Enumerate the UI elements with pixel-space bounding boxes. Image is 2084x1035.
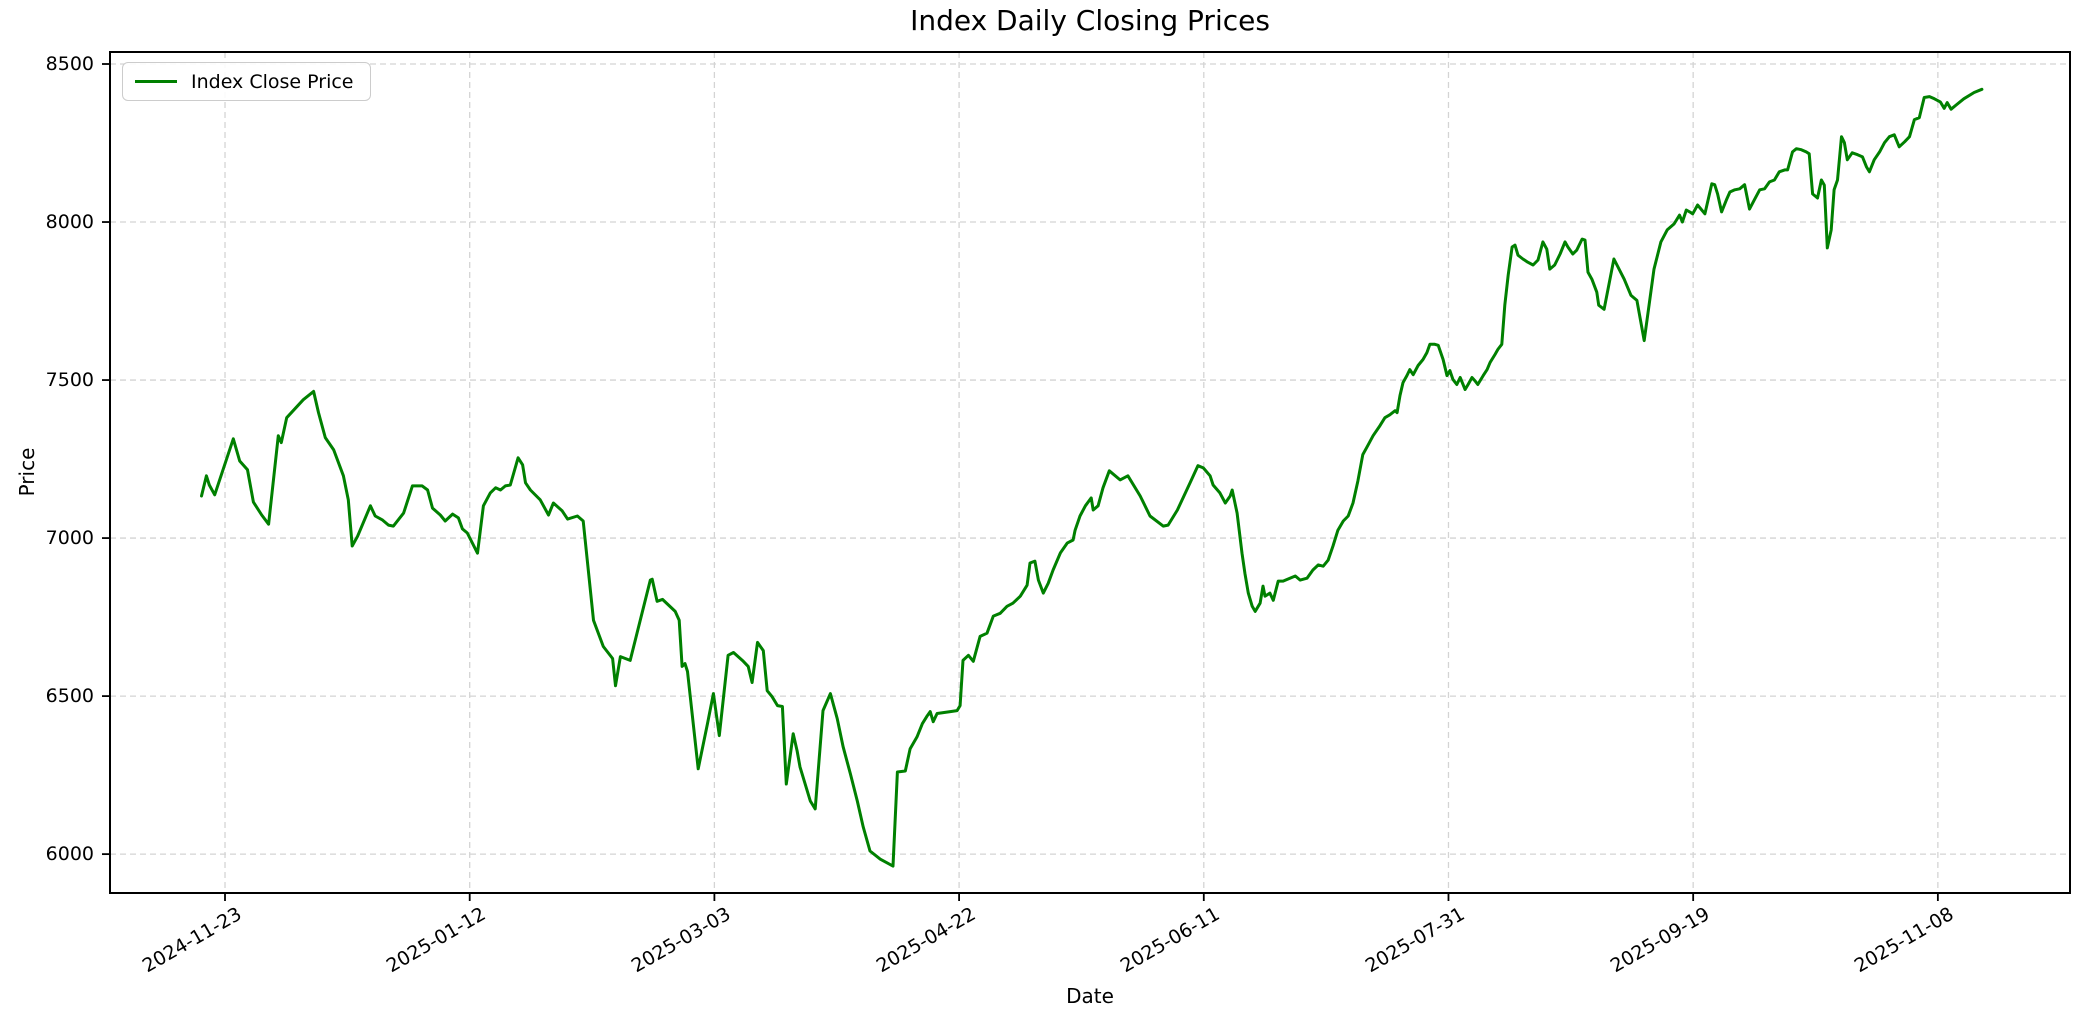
y-tick-label: 7500 (45, 369, 94, 392)
y-tick-label: 8500 (45, 53, 94, 75)
plot-border (109, 51, 2071, 894)
chart-title: Index Daily Closing Prices (910, 4, 1270, 37)
y-tick-label: 8000 (45, 211, 94, 233)
legend-line-sample (135, 79, 177, 84)
y-tick-label: 6500 (45, 685, 94, 708)
axis-tick-marks (102, 63, 1939, 901)
legend-label: Index Close Price (191, 70, 354, 93)
series-index-close-price (200, 87, 1984, 868)
y-tick-label: 7000 (45, 527, 94, 550)
x-axis-label: Date (1066, 984, 1114, 1008)
legend: Index Close Price (122, 62, 371, 101)
price-line-series (200, 87, 1984, 868)
y-tick-label: 6000 (45, 843, 94, 866)
y-axis-label: Price (15, 447, 39, 497)
grid-lines (110, 52, 2070, 893)
